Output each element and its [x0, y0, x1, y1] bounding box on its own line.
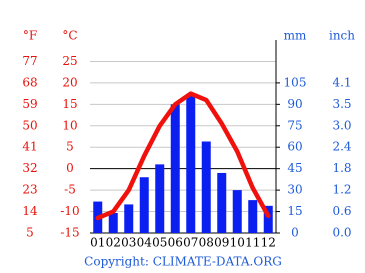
y2-tick-label: 75: [287, 118, 302, 132]
y2-tick-label: 60: [287, 140, 302, 154]
y-tick-label: 25: [62, 54, 77, 68]
x-tick-label: 09: [214, 236, 229, 250]
inch-tick-label: 0.6: [332, 204, 351, 218]
inch-tick-label: 0.0: [332, 226, 351, 240]
unit-fahrenheit: °F: [23, 29, 37, 43]
x-tick-label: 08: [199, 236, 214, 250]
x-tick-label: 02: [106, 236, 121, 250]
y-tick-label: 10: [62, 118, 77, 132]
precip-bar: [248, 200, 258, 233]
y2-tick-label: 105: [284, 75, 307, 89]
x-tick-label: 11: [245, 236, 260, 250]
precip-bar: [186, 94, 196, 233]
fahrenheit-tick-label: 68: [22, 75, 37, 89]
precip-bar: [263, 205, 273, 233]
unit-celsius: °C: [62, 29, 77, 43]
x-tick-label: 01: [90, 236, 105, 250]
precip-bar: [139, 177, 149, 233]
y-tick-label: -5: [64, 183, 76, 197]
inch-tick-label: 1.2: [332, 183, 351, 197]
y-tick-label: -10: [60, 204, 79, 218]
x-tick-label: 12: [261, 236, 276, 250]
x-tick-label: 07: [183, 236, 198, 250]
fahrenheit-tick-label: 41: [22, 140, 37, 154]
fahrenheit-tick-label: 32: [22, 161, 37, 175]
precip-bar: [232, 190, 242, 233]
unit-mm: mm: [284, 29, 307, 43]
copyright: Copyright: CLIMATE-DATA.ORG: [84, 255, 282, 269]
inch-tick-label: 4.1: [332, 75, 351, 89]
x-tick-label: 06: [168, 236, 183, 250]
unit-inch: inch: [329, 29, 355, 43]
precip-bar: [124, 204, 134, 233]
precip-bar: [155, 164, 165, 233]
precip-bar: [201, 141, 211, 233]
y-tick-label: 15: [62, 97, 77, 111]
inch-tick-label: 2.4: [332, 140, 351, 154]
x-tick-label: 10: [230, 236, 245, 250]
y-tick-label: 0: [66, 161, 74, 175]
precip-bar: [108, 212, 118, 233]
inch-tick-label: 1.8: [332, 161, 351, 175]
fahrenheit-tick-label: 50: [22, 118, 37, 132]
y-tick-label: 5: [66, 140, 74, 154]
fahrenheit-tick-label: 77: [22, 54, 37, 68]
fahrenheit-tick-label: 5: [26, 226, 34, 240]
precip-bar: [217, 172, 227, 233]
y-tick-label: 20: [62, 75, 77, 89]
x-tick-label: 04: [137, 236, 153, 250]
inch-tick-label: 3.0: [332, 118, 351, 132]
y2-tick-label: 15: [287, 204, 302, 218]
y2-tick-label: 90: [287, 97, 302, 111]
fahrenheit-tick-label: 14: [22, 204, 38, 218]
temperature-line: [95, 91, 271, 221]
inch-tick-label: 3.5: [332, 97, 351, 111]
y-tick-label: -15: [60, 226, 79, 240]
x-tick-label: 03: [121, 236, 136, 250]
y2-tick-label: 0: [291, 226, 299, 240]
y2-tick-label: 45: [287, 161, 302, 175]
x-tick-label: 05: [152, 236, 167, 250]
y2-tick-label: 30: [287, 183, 302, 197]
fahrenheit-tick-label: 23: [22, 183, 37, 197]
precip-bar: [170, 104, 180, 233]
fahrenheit-tick-label: 59: [22, 97, 37, 111]
